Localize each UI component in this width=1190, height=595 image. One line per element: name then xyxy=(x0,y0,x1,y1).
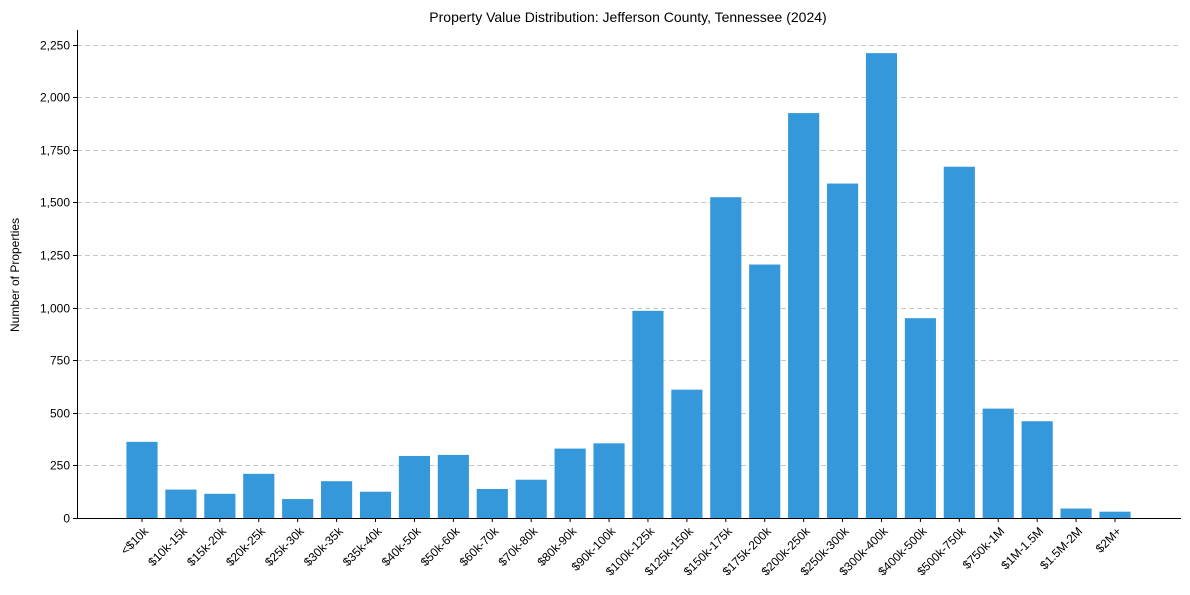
x-tick-label-24: $1.5M-2M xyxy=(1037,524,1085,572)
x-tick-label-4: $25k-30k xyxy=(262,524,308,570)
bar-17 xyxy=(788,113,820,518)
bar-14 xyxy=(671,389,703,518)
bar-2 xyxy=(204,493,236,518)
bar-25 xyxy=(1099,511,1131,518)
y-tick-label-2: 500 xyxy=(50,407,70,421)
y-tick-label-1: 250 xyxy=(50,459,70,473)
y-tick-label-7: 1,750 xyxy=(40,144,70,158)
bar-18 xyxy=(826,183,859,519)
bar-13 xyxy=(632,310,664,518)
chart-title: Property Value Distribution: Jefferson C… xyxy=(429,9,826,25)
x-tick-label-10: $70k-80k xyxy=(496,524,542,570)
bar-8 xyxy=(437,454,469,518)
axes xyxy=(77,30,1181,519)
x-tick-label-3: $20k-25k xyxy=(223,524,269,570)
bar-19 xyxy=(865,53,898,518)
y-tick-label-6: 1,500 xyxy=(40,196,70,210)
y-axis-ticks: 0 250 500 750 1,000 1,250 1,500 1,750 2,000 2,250 xyxy=(40,39,77,526)
y-tick-label-9: 2,250 xyxy=(40,39,70,53)
bar-6 xyxy=(359,491,392,518)
x-tick-label-7: $40k-50k xyxy=(379,524,425,570)
x-tick-label-5: $30k-35k xyxy=(301,524,347,570)
bar-15 xyxy=(710,197,742,518)
y-axis-title: Number of Properties xyxy=(8,218,22,332)
x-tick-label-2: $15k-20k xyxy=(184,524,230,570)
x-tick-label-8: $50k-60k xyxy=(418,524,464,570)
bar-23 xyxy=(1021,421,1053,518)
y-tick-label-3: 750 xyxy=(50,354,70,368)
grid-lines xyxy=(77,45,1181,466)
bar-24 xyxy=(1060,508,1092,518)
x-axis-ticks: <$10k$10k-15k$15k-20k$20k-25k$25k-30k$30… xyxy=(118,518,1124,578)
y-tick-label-0: 0 xyxy=(63,512,70,526)
y-tick-label-5: 1,250 xyxy=(40,249,70,263)
x-tick-label-1: $10k-15k xyxy=(145,524,191,570)
bars xyxy=(126,53,1131,519)
bar-21 xyxy=(943,166,975,518)
x-tick-label-25: $2M+ xyxy=(1093,524,1124,555)
bar-3 xyxy=(243,473,275,518)
bar-12 xyxy=(593,443,625,518)
x-tick-label-0: <$10k xyxy=(118,524,152,558)
bar-11 xyxy=(554,448,586,518)
bar-16 xyxy=(749,264,781,518)
bar-4 xyxy=(282,499,314,518)
bar-10 xyxy=(515,479,547,518)
x-tick-label-9: $60k-70k xyxy=(457,524,503,570)
x-tick-label-6: $35k-40k xyxy=(340,524,386,570)
bar-20 xyxy=(904,318,936,518)
bar-7 xyxy=(398,455,431,518)
bar-9 xyxy=(476,488,508,518)
bar-22 xyxy=(982,408,1014,518)
y-tick-label-8: 2,000 xyxy=(40,91,70,105)
bar-5 xyxy=(321,481,353,518)
bar-0 xyxy=(126,441,158,518)
bar-1 xyxy=(165,489,197,518)
y-tick-label-4: 1,000 xyxy=(40,302,70,316)
